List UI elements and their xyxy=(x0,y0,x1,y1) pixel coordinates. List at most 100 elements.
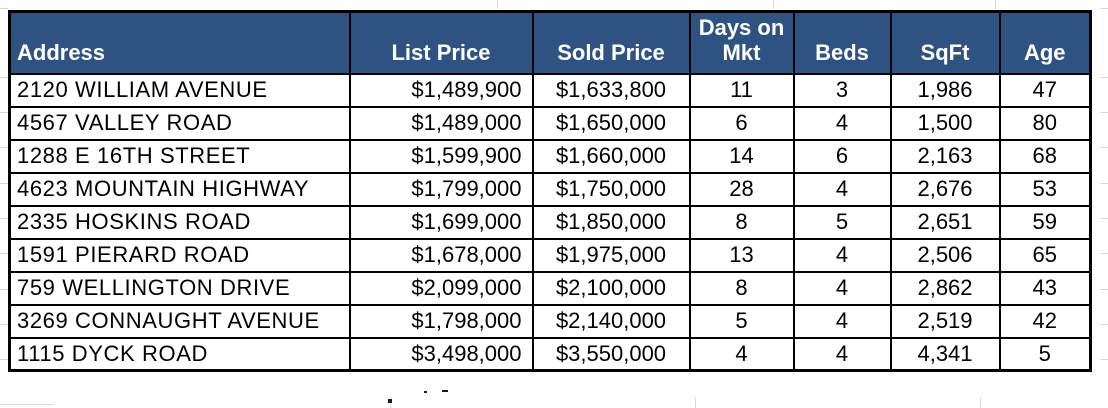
gridline xyxy=(0,8,8,9)
gridline xyxy=(497,0,498,9)
cell-address[interactable]: 759 WELLINGTON DRIVE xyxy=(8,270,351,306)
cell-beds[interactable]: 5 xyxy=(792,204,892,240)
gridline xyxy=(695,397,696,408)
property-table: Address List Price Sold Price Days on Mkt Be… xyxy=(8,10,1092,372)
column-header-list-price[interactable]: List Price xyxy=(348,10,534,75)
cell-beds[interactable]: 4 xyxy=(792,171,892,207)
cell-days-on-mkt[interactable]: 4 xyxy=(688,336,795,372)
cell-days-on-mkt[interactable]: 14 xyxy=(688,138,795,174)
cell-beds[interactable]: 4 xyxy=(792,303,892,339)
gridline xyxy=(1100,253,1108,254)
column-header-age[interactable]: Age xyxy=(998,10,1092,75)
cell-sqft[interactable]: 2,506 xyxy=(889,237,1001,273)
cell-address[interactable]: 1288 E 16TH STREET xyxy=(8,138,351,174)
cell-beds[interactable]: 4 xyxy=(792,237,892,273)
cell-sold-price[interactable]: $1,750,000 xyxy=(531,171,691,207)
cell-sold-price[interactable]: $3,550,000 xyxy=(531,336,691,372)
cell-age[interactable]: 80 xyxy=(998,105,1092,141)
gridline xyxy=(0,324,8,325)
column-header-days-on-mkt[interactable]: Days on Mkt xyxy=(688,10,795,75)
cell-days-on-mkt[interactable]: 11 xyxy=(688,72,795,108)
cell-sold-price[interactable]: $1,850,000 xyxy=(531,204,691,240)
gridline xyxy=(1100,77,1108,78)
gridline xyxy=(1100,289,1108,290)
cell-address[interactable]: 3269 CONNAUGHT AVENUE xyxy=(8,303,351,339)
gridline xyxy=(1100,183,1108,184)
cell-list-price[interactable]: $1,799,000 xyxy=(348,171,534,207)
column-header-sqft[interactable]: SqFt xyxy=(889,10,1001,75)
table-row: 1288 E 16TH STREET $1,599,900 $1,660,000 14… xyxy=(8,138,1092,174)
cell-age[interactable]: 65 xyxy=(998,237,1092,273)
cell-sqft[interactable]: 2,651 xyxy=(889,204,1001,240)
table-row: 4623 MOUNTAIN HIGHWAY $1,799,000 $1,750,00… xyxy=(8,171,1092,207)
cell-days-on-mkt[interactable]: 5 xyxy=(688,303,795,339)
cell-beds[interactable]: 3 xyxy=(792,72,892,108)
cell-days-on-mkt[interactable]: 8 xyxy=(688,204,795,240)
column-header-beds[interactable]: Beds xyxy=(792,10,892,75)
table-row: 1115 DYCK ROAD $3,498,000 $3,550,000 4 4 4,34… xyxy=(8,336,1092,372)
cell-address[interactable]: 1591 PIERARD ROAD xyxy=(8,237,351,273)
cell-days-on-mkt[interactable]: 13 xyxy=(688,237,795,273)
cell-list-price[interactable]: $1,798,000 xyxy=(348,303,534,339)
table-header-row: Address List Price Sold Price Days on Mkt Be… xyxy=(8,10,1092,75)
gridline xyxy=(1100,218,1108,219)
table-row: 2335 HOSKINS ROAD $1,699,000 $1,850,000 8 5 2… xyxy=(8,204,1092,240)
cell-sqft[interactable]: 2,676 xyxy=(889,171,1001,207)
cell-address[interactable]: 1115 DYCK ROAD xyxy=(8,336,351,372)
cell-list-price[interactable]: $1,489,000 xyxy=(348,105,534,141)
gridline xyxy=(1100,8,1108,9)
cell-list-price[interactable]: $1,678,000 xyxy=(348,237,534,273)
cell-sold-price[interactable]: $1,633,800 xyxy=(531,72,691,108)
cell-age[interactable]: 68 xyxy=(998,138,1092,174)
cell-sqft[interactable]: 2,519 xyxy=(889,303,1001,339)
cell-age[interactable]: 59 xyxy=(998,204,1092,240)
gridline xyxy=(0,359,8,360)
column-header-address[interactable]: Address xyxy=(8,10,351,75)
gridline xyxy=(1100,112,1108,113)
cell-address[interactable]: 2120 WILLIAM AVENUE xyxy=(8,72,351,108)
table-row: 1591 PIERARD ROAD $1,678,000 $1,975,000 13 4… xyxy=(8,237,1092,273)
cell-sqft[interactable]: 1,986 xyxy=(889,72,1001,108)
cell-age[interactable]: 47 xyxy=(998,72,1092,108)
cell-sold-price[interactable]: $2,140,000 xyxy=(531,303,691,339)
cell-beds[interactable]: 6 xyxy=(792,138,892,174)
cell-sqft[interactable]: 1,500 xyxy=(889,105,1001,141)
cell-beds[interactable]: 4 xyxy=(792,336,892,372)
cell-address[interactable]: 4623 MOUNTAIN HIGHWAY xyxy=(8,171,351,207)
cell-sold-price[interactable]: $1,975,000 xyxy=(531,237,691,273)
cell-days-on-mkt[interactable]: 8 xyxy=(688,270,795,306)
cell-beds[interactable]: 4 xyxy=(792,105,892,141)
gridline xyxy=(1100,147,1108,148)
cell-age[interactable]: 53 xyxy=(998,171,1092,207)
cell-address[interactable]: 2335 HOSKINS ROAD xyxy=(8,204,351,240)
cell-sqft[interactable]: 2,862 xyxy=(889,270,1001,306)
gridline xyxy=(980,397,981,408)
column-header-sold-price[interactable]: Sold Price xyxy=(531,10,691,75)
gridline xyxy=(0,147,8,148)
cell-list-price[interactable]: $1,489,900 xyxy=(348,72,534,108)
cell-address[interactable]: 4567 VALLEY ROAD xyxy=(8,105,351,141)
cell-beds[interactable]: 4 xyxy=(792,270,892,306)
cell-sqft[interactable]: 4,341 xyxy=(889,336,1001,372)
cell-days-on-mkt[interactable]: 28 xyxy=(688,171,795,207)
cell-days-on-mkt[interactable]: 6 xyxy=(688,105,795,141)
cell-list-price[interactable]: $3,498,000 xyxy=(348,336,534,372)
cell-age[interactable]: 42 xyxy=(998,303,1092,339)
table-row: 2120 WILLIAM AVENUE $1,489,900 $1,633,800 1… xyxy=(8,72,1092,108)
cell-age[interactable]: 43 xyxy=(998,270,1092,306)
cell-sold-price[interactable]: $1,660,000 xyxy=(531,138,691,174)
stray-mark xyxy=(442,390,448,392)
cell-sqft[interactable]: 2,163 xyxy=(889,138,1001,174)
cell-age[interactable]: 5 xyxy=(998,336,1092,372)
stray-mark xyxy=(388,399,392,403)
cell-sold-price[interactable]: $2,100,000 xyxy=(531,270,691,306)
gridline xyxy=(0,289,8,290)
cell-list-price[interactable]: $1,599,900 xyxy=(348,138,534,174)
cell-list-price[interactable]: $2,099,000 xyxy=(348,270,534,306)
cell-sold-price[interactable]: $1,650,000 xyxy=(531,105,691,141)
gridline xyxy=(0,183,8,184)
gridline xyxy=(0,77,8,78)
stray-mark xyxy=(424,391,427,393)
cell-list-price[interactable]: $1,699,000 xyxy=(348,204,534,240)
